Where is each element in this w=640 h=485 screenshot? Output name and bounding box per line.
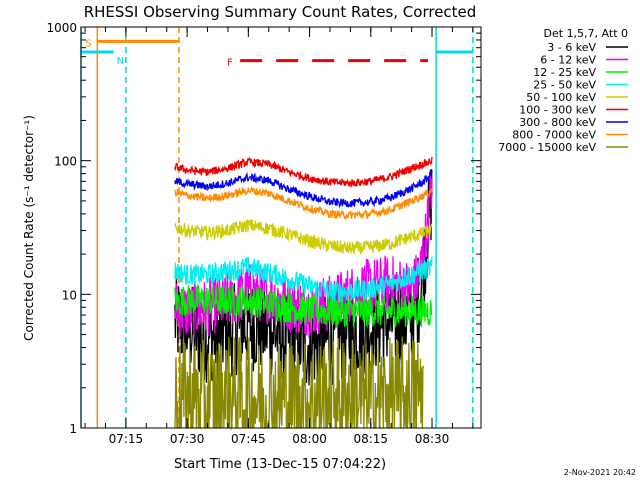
legend-label-3: 12 - 25 keV [533,66,596,79]
legend-label-8: 800 - 7000 keV [512,129,596,142]
plot-frame [80,26,482,429]
legend-label-6: 100 - 300 keV [519,104,596,117]
x-tick-label-0830: 08:30 [415,432,450,446]
y-tick-label-10: 10 [62,288,77,302]
x-tick-label-0715: 07:15 [109,432,144,446]
legend-label-4: 25 - 50 keV [533,79,596,92]
y-tick-label-1: 1 [69,422,77,436]
chart-title: RHESSI Observing Summary Count Rates, Co… [84,3,477,21]
series-line-5 [174,219,433,255]
legend-label-5: 50 - 100 keV [526,91,596,104]
y-tick-label-1000: 1000 [46,21,77,35]
y-tick-label-100: 100 [54,155,77,169]
series-line-3 [174,283,433,329]
x-axis-label: Start Time (13-Dec-15 07:04:22) [174,457,386,472]
footer-timestamp: 2-Nov-2021 20:42 [564,468,636,477]
annotation-label-n: N [117,56,124,67]
series-line-2 [174,171,433,339]
legend-label-1: 3 - 6 keV [547,41,596,54]
legend-label-9: 7000 - 15000 keV [498,141,596,154]
legend-label-2: 6 - 12 keV [540,54,596,67]
legend-title: Det 1,5,7, Att 0 [544,27,628,40]
axes-layer: 1 10 100 1000 07:15 07:30 07:45 08:00 08:15 08:30 [46,21,482,446]
series-line-7 [174,170,433,209]
series-line-4 [174,256,433,304]
y-axis-label: Corrected Count Rate (s⁻¹ detector⁻¹) [22,115,36,341]
x-tick-label-0730: 07:30 [170,432,205,446]
series-layer [174,156,433,431]
annotation-label-s: S [85,38,91,49]
series-line-8 [174,187,433,221]
interval-layer: S N F [81,38,473,69]
x-tick-label-0745: 07:45 [231,432,266,446]
annotation-label-f: F [227,58,233,69]
series-line-6 [174,156,433,189]
x-tick-label-0800: 08:00 [292,432,327,446]
x-tick-label-0815: 08:15 [353,432,388,446]
legend-label-7: 300 - 800 keV [519,116,596,129]
